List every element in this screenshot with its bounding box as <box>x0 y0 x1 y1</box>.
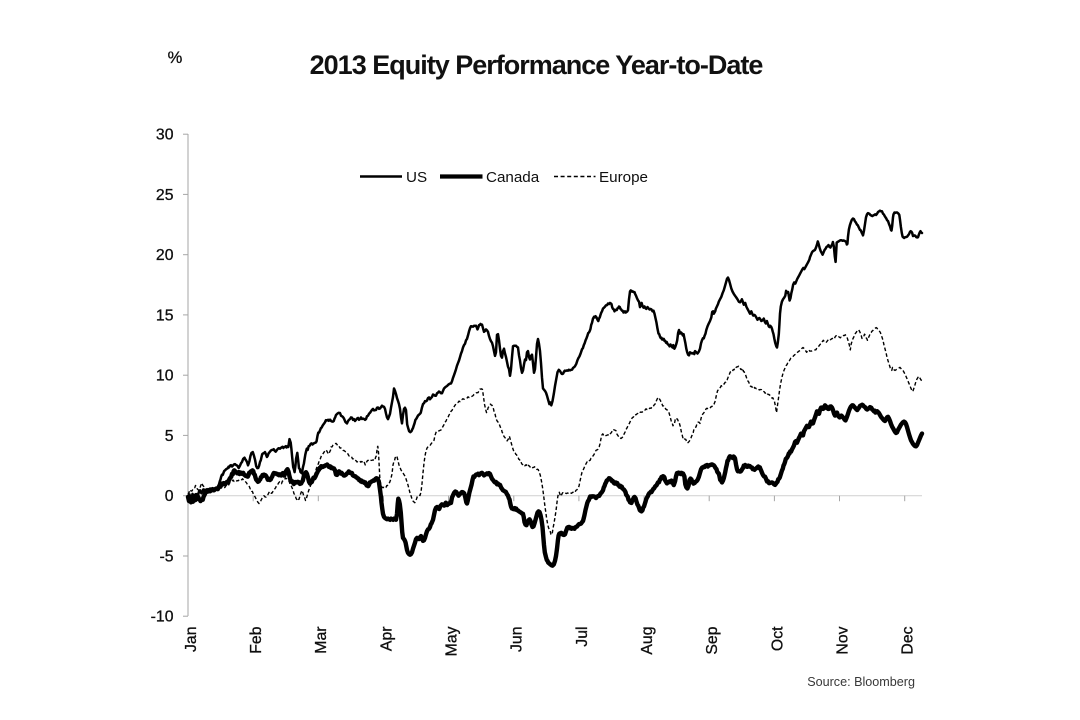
svg-text:Europe: Europe <box>599 169 648 186</box>
svg-text:20: 20 <box>156 247 174 264</box>
svg-text:-10: -10 <box>151 609 174 626</box>
svg-text:Nov: Nov <box>834 626 851 654</box>
svg-text:Sep: Sep <box>704 626 721 654</box>
svg-text:%: % <box>168 49 183 67</box>
svg-text:US: US <box>406 169 427 186</box>
svg-text:25: 25 <box>156 187 174 204</box>
svg-text:2013 Equity Performance Year-t: 2013 Equity Performance Year-to-Date <box>310 50 764 80</box>
svg-text:Jan: Jan <box>183 627 200 652</box>
svg-text:Jun: Jun <box>509 627 526 652</box>
svg-text:Canada: Canada <box>486 169 540 186</box>
svg-text:Source: Bloomberg: Source: Bloomberg <box>807 675 915 689</box>
svg-text:May: May <box>444 626 461 656</box>
svg-text:0: 0 <box>165 488 174 505</box>
svg-text:Mar: Mar <box>313 627 330 654</box>
svg-text:5: 5 <box>165 428 174 445</box>
svg-text:Oct: Oct <box>769 626 786 651</box>
svg-text:10: 10 <box>156 368 174 385</box>
svg-text:Apr: Apr <box>378 627 395 652</box>
svg-text:15: 15 <box>156 307 174 324</box>
svg-text:Aug: Aug <box>639 627 656 655</box>
svg-text:30: 30 <box>156 127 174 144</box>
svg-text:Dec: Dec <box>900 626 917 654</box>
svg-text:Feb: Feb <box>248 626 265 653</box>
svg-text:-5: -5 <box>159 548 173 565</box>
svg-text:Jul: Jul <box>574 627 591 647</box>
